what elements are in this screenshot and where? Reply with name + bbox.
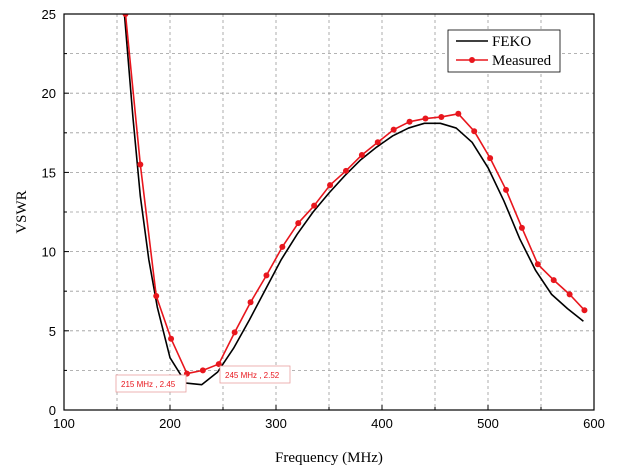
- data-point-measured: [358, 151, 365, 158]
- data-point-measured: [122, 14, 129, 17]
- y-tick-label: 20: [42, 86, 56, 101]
- data-point-measured: [581, 307, 588, 314]
- y-tick-label: 5: [49, 324, 56, 339]
- x-axis-title: Frequency (MHz): [275, 450, 383, 466]
- data-point-measured: [471, 128, 478, 135]
- legend-feko-label: FEKO: [492, 34, 531, 50]
- data-point-measured: [153, 292, 160, 299]
- data-point-measured: [455, 110, 462, 117]
- y-axis-title: VSWR: [14, 190, 30, 233]
- series-line-feko: [123, 14, 584, 386]
- data-point-measured: [487, 155, 494, 162]
- legend-measured-label: Measured: [492, 53, 552, 69]
- annotations: 215 MHz , 2.45 245 MHz , 2.52: [115, 365, 291, 393]
- x-tick-label: 600: [583, 416, 605, 431]
- data-point-measured: [168, 335, 175, 342]
- data-point-measured: [406, 118, 413, 125]
- plot-clip-group: [122, 14, 588, 386]
- data-point-measured: [438, 113, 445, 120]
- data-point-measured: [231, 329, 238, 336]
- data-point-measured: [279, 243, 286, 250]
- y-tick-label: 0: [49, 403, 56, 418]
- data-point-measured: [534, 261, 541, 268]
- data-point-measured: [503, 186, 510, 193]
- y-tick-label: 25: [42, 7, 56, 22]
- y-axis: 0 5 10 15 20 25: [42, 7, 69, 418]
- legend: FEKO Measured: [447, 29, 561, 73]
- data-point-measured: [311, 202, 318, 209]
- y-tick-label: 10: [42, 245, 56, 260]
- x-tick-label: 200: [159, 416, 181, 431]
- x-tick-label: 500: [477, 416, 499, 431]
- x-axis: 100 200 300 400 500 600: [53, 405, 605, 431]
- data-point-measured: [263, 272, 270, 279]
- data-point-measured: [566, 291, 573, 298]
- annotation-box: [115, 374, 187, 393]
- x-tick-label: 300: [265, 416, 287, 431]
- annotation-label: 215 MHz , 2.45: [121, 380, 176, 389]
- data-point-measured: [550, 277, 557, 284]
- y-tick-label: 15: [42, 165, 56, 180]
- data-point-measured: [295, 220, 302, 227]
- annotation-box: [219, 365, 291, 384]
- legend-measured-marker: [469, 57, 475, 63]
- grid: [64, 14, 594, 410]
- data-point-measured: [215, 361, 222, 368]
- data-point-measured: [342, 167, 349, 174]
- data-point-measured: [518, 224, 525, 231]
- data-point-measured: [374, 139, 381, 146]
- data-point-measured: [390, 126, 397, 133]
- legend-box: [447, 29, 561, 73]
- data-point-measured: [422, 115, 429, 122]
- x-tick-label: 100: [53, 416, 75, 431]
- annotation-label: 245 MHz , 2.52: [225, 371, 280, 380]
- data-point-measured: [137, 161, 144, 168]
- data-point-measured: [327, 182, 334, 189]
- data-point-measured: [247, 299, 254, 306]
- data-point-measured: [199, 367, 206, 374]
- x-tick-label: 400: [371, 416, 393, 431]
